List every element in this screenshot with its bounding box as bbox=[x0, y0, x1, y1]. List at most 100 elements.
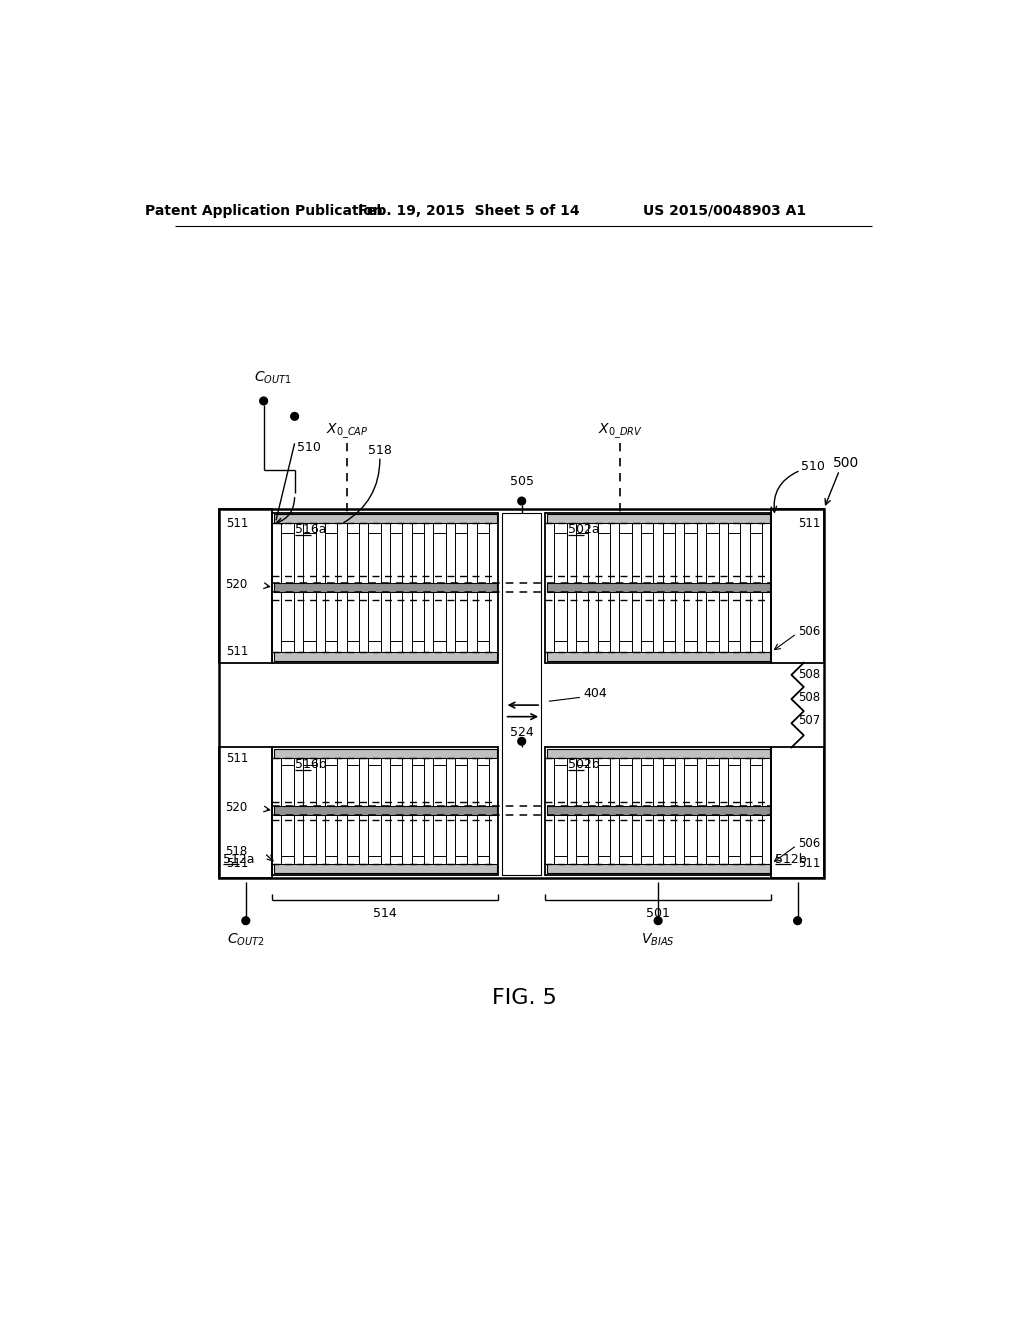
Bar bbox=[641, 820, 653, 863]
Bar bbox=[663, 591, 675, 642]
Bar bbox=[390, 591, 402, 642]
Bar bbox=[750, 758, 762, 803]
Bar bbox=[325, 591, 337, 642]
Bar bbox=[412, 524, 424, 576]
Bar bbox=[272, 512, 499, 663]
Bar bbox=[412, 599, 424, 652]
Bar bbox=[750, 533, 762, 582]
Text: FIG. 5: FIG. 5 bbox=[493, 987, 557, 1007]
Text: $X_{0\_DRV}$: $X_{0\_DRV}$ bbox=[598, 422, 642, 441]
Bar bbox=[684, 758, 697, 803]
Bar bbox=[707, 591, 719, 642]
Bar bbox=[707, 766, 719, 807]
Bar bbox=[684, 816, 697, 857]
Bar bbox=[707, 816, 719, 857]
Text: 502b: 502b bbox=[568, 758, 600, 771]
Text: 510: 510 bbox=[801, 459, 824, 473]
Bar bbox=[390, 816, 402, 857]
Text: Feb. 19, 2015  Sheet 5 of 14: Feb. 19, 2015 Sheet 5 of 14 bbox=[358, 203, 580, 218]
Text: 511: 511 bbox=[226, 645, 249, 659]
Bar bbox=[433, 820, 445, 863]
Bar bbox=[346, 816, 359, 857]
Bar bbox=[282, 816, 294, 857]
Text: 511: 511 bbox=[799, 517, 821, 529]
Bar bbox=[412, 533, 424, 582]
Bar bbox=[455, 533, 467, 582]
Bar bbox=[369, 758, 381, 803]
Bar bbox=[412, 820, 424, 863]
Circle shape bbox=[794, 917, 802, 924]
Bar bbox=[346, 766, 359, 807]
Bar bbox=[554, 533, 566, 582]
Bar bbox=[369, 533, 381, 582]
Bar bbox=[273, 652, 497, 661]
Bar bbox=[219, 747, 272, 878]
Bar bbox=[554, 591, 566, 642]
Bar bbox=[303, 533, 315, 582]
Bar bbox=[750, 599, 762, 652]
Bar bbox=[325, 533, 337, 582]
Bar bbox=[663, 758, 675, 803]
Bar bbox=[620, 766, 632, 807]
Text: 518: 518 bbox=[369, 445, 392, 458]
Bar bbox=[575, 766, 589, 807]
Text: 516b: 516b bbox=[295, 758, 327, 771]
Bar bbox=[598, 591, 610, 642]
Bar bbox=[412, 816, 424, 857]
Bar bbox=[369, 524, 381, 576]
Text: 524: 524 bbox=[510, 726, 534, 739]
Bar bbox=[728, 524, 740, 576]
Bar bbox=[282, 599, 294, 652]
Bar bbox=[750, 820, 762, 863]
Bar bbox=[547, 652, 770, 661]
Bar bbox=[303, 758, 315, 803]
Bar bbox=[771, 747, 824, 878]
Bar bbox=[663, 816, 675, 857]
Bar bbox=[598, 816, 610, 857]
Bar bbox=[545, 747, 771, 874]
Bar bbox=[641, 599, 653, 652]
Bar bbox=[547, 582, 770, 591]
Bar bbox=[273, 863, 497, 873]
Bar bbox=[598, 524, 610, 576]
Bar bbox=[620, 591, 632, 642]
Text: 500: 500 bbox=[834, 455, 859, 470]
Bar bbox=[303, 591, 315, 642]
Bar bbox=[455, 820, 467, 863]
Bar bbox=[547, 863, 770, 873]
Text: 511: 511 bbox=[226, 517, 249, 529]
Bar bbox=[273, 515, 497, 524]
Bar bbox=[346, 758, 359, 803]
Bar bbox=[575, 524, 589, 576]
Bar bbox=[547, 748, 770, 758]
Text: 507: 507 bbox=[799, 714, 820, 727]
Bar bbox=[663, 524, 675, 576]
Text: 404: 404 bbox=[584, 686, 607, 700]
Bar bbox=[412, 758, 424, 803]
Bar bbox=[273, 807, 497, 816]
Bar bbox=[412, 591, 424, 642]
Bar bbox=[554, 599, 566, 652]
Bar bbox=[598, 599, 610, 652]
Text: 516a: 516a bbox=[295, 523, 327, 536]
Bar bbox=[282, 766, 294, 807]
Bar bbox=[641, 766, 653, 807]
Bar bbox=[219, 508, 272, 663]
Bar bbox=[303, 816, 315, 857]
Bar bbox=[663, 599, 675, 652]
Bar bbox=[455, 816, 467, 857]
Bar bbox=[771, 508, 824, 663]
Bar bbox=[455, 591, 467, 642]
Bar bbox=[303, 766, 315, 807]
Bar bbox=[750, 591, 762, 642]
Bar bbox=[477, 820, 489, 863]
Circle shape bbox=[291, 413, 299, 420]
Bar bbox=[346, 820, 359, 863]
Bar bbox=[728, 533, 740, 582]
Bar bbox=[575, 820, 589, 863]
Bar bbox=[477, 599, 489, 652]
Bar bbox=[477, 766, 489, 807]
Bar bbox=[433, 758, 445, 803]
Bar bbox=[433, 533, 445, 582]
Bar bbox=[554, 524, 566, 576]
